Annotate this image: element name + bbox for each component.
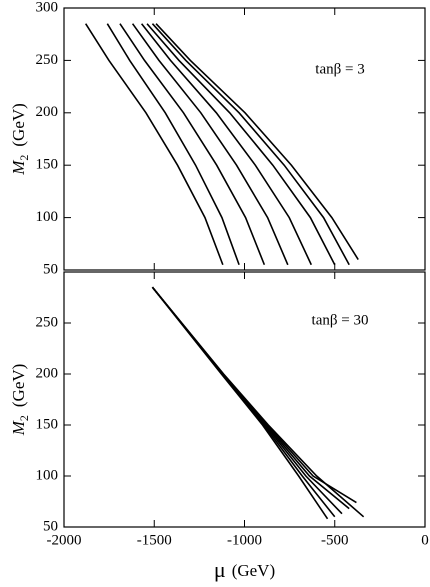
x-label-unit: (GeV) — [232, 561, 275, 580]
curve — [106, 23, 240, 266]
x-label-main: μ — [214, 557, 226, 582]
curve — [146, 23, 336, 266]
y-tick-label: 50 — [43, 518, 58, 534]
annotation: tanβ = 30 — [312, 312, 369, 328]
x-axis-label: μ (GeV) — [214, 557, 275, 582]
y-tick-label: 250 — [36, 52, 59, 68]
x-tick-label: -1000 — [227, 532, 262, 548]
y-tick-label: 200 — [36, 104, 59, 120]
curve — [151, 286, 329, 520]
y-label-sub: 2 — [17, 415, 31, 421]
y-axis-label: M2 (GeV) — [9, 364, 31, 437]
curve — [84, 23, 224, 266]
annotation: tanβ = 3 — [315, 61, 364, 77]
x-tick-label: -2000 — [47, 532, 82, 548]
y-label-unit: (GeV) — [9, 103, 28, 146]
y-tick-label: 150 — [36, 157, 59, 173]
x-tick-label: -1500 — [137, 532, 172, 548]
y-tick-label: 300 — [36, 0, 59, 15]
x-tick-label: -500 — [321, 532, 349, 548]
y-axis-label: M2 (GeV) — [9, 103, 31, 176]
y-label-sub: 2 — [17, 155, 31, 161]
y-tick-label: 150 — [36, 416, 59, 432]
y-tick-label: 50 — [43, 261, 58, 277]
y-label-main: M — [9, 160, 28, 176]
curve — [140, 23, 313, 266]
curve — [131, 23, 289, 266]
curve — [119, 23, 266, 266]
curve — [151, 286, 365, 518]
y-tick-label: 200 — [36, 365, 59, 381]
y-tick-label: 250 — [36, 314, 59, 330]
y-tick-label: 100 — [36, 209, 59, 225]
curve — [151, 23, 350, 266]
curve — [155, 23, 359, 260]
x-tick-label: 0 — [421, 532, 429, 548]
y-tick-label: 100 — [36, 467, 59, 483]
plot-frame — [63, 7, 426, 271]
y-label-main: M — [9, 420, 28, 436]
y-label-unit: (GeV) — [9, 364, 28, 407]
